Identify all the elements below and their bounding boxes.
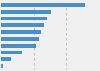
Bar (1, 30, 41, 34)
Bar (1, 23, 44, 27)
Bar (1, 44, 36, 48)
Bar (1, 10, 51, 13)
Bar (1, 51, 22, 54)
Bar (1, 37, 39, 41)
Bar (1, 3, 85, 7)
Bar (1, 17, 47, 20)
Bar (1, 64, 3, 68)
Bar (1, 58, 11, 61)
